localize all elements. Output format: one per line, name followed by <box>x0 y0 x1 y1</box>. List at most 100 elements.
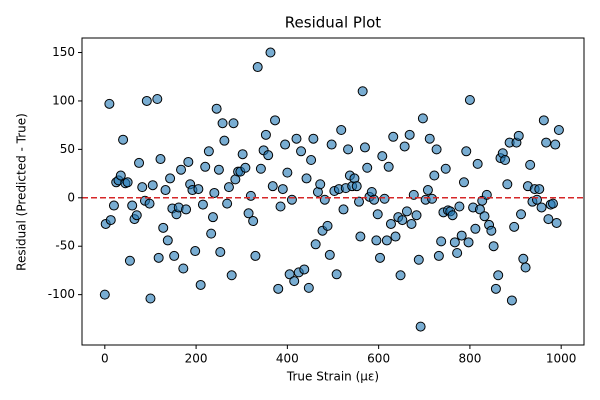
x-tick-label: 600 <box>367 352 390 366</box>
point <box>424 133 435 144</box>
point <box>534 184 545 195</box>
y-tick-label: -100 <box>48 287 75 301</box>
x-tick-label: 800 <box>458 352 481 366</box>
point <box>240 162 251 173</box>
point <box>375 252 386 263</box>
point <box>319 194 330 205</box>
point <box>270 115 281 126</box>
point <box>211 103 222 114</box>
point <box>447 210 458 221</box>
point <box>379 193 390 204</box>
point <box>280 139 291 150</box>
x-tick-label: 1000 <box>546 352 577 366</box>
point <box>141 95 152 106</box>
point <box>122 177 133 188</box>
y-tick-label: 0 <box>67 190 75 204</box>
point <box>203 146 214 157</box>
point <box>176 164 187 175</box>
point <box>165 173 176 184</box>
point <box>399 141 410 152</box>
point <box>543 214 554 225</box>
point <box>115 170 126 181</box>
point <box>147 180 158 191</box>
point <box>308 133 319 144</box>
point <box>472 158 483 169</box>
point <box>513 130 524 141</box>
point <box>490 283 501 294</box>
point <box>520 262 531 273</box>
point <box>228 118 239 129</box>
point <box>127 200 138 211</box>
point <box>381 235 392 246</box>
point <box>206 228 217 239</box>
point <box>463 237 474 248</box>
point <box>343 144 354 155</box>
point <box>427 193 438 204</box>
point <box>371 235 382 246</box>
point <box>303 282 314 293</box>
point <box>369 194 380 205</box>
point <box>306 155 317 166</box>
point <box>250 250 261 261</box>
point <box>223 182 234 193</box>
point <box>436 236 447 247</box>
point <box>105 215 116 226</box>
point <box>385 218 396 229</box>
point <box>541 137 552 148</box>
point <box>326 139 337 150</box>
point <box>538 115 549 126</box>
point <box>355 231 366 242</box>
point <box>282 167 293 178</box>
point <box>456 230 467 241</box>
point <box>193 184 204 195</box>
point <box>404 129 415 140</box>
point <box>377 151 388 162</box>
point <box>252 62 263 73</box>
plot-frame <box>81 37 585 346</box>
point <box>248 216 259 227</box>
point <box>207 212 218 223</box>
point <box>322 220 333 231</box>
x-tick-label: 200 <box>185 352 208 366</box>
point <box>243 208 254 219</box>
point <box>137 182 148 193</box>
point <box>299 264 310 275</box>
point <box>362 162 373 173</box>
point <box>267 181 278 192</box>
point <box>215 247 226 258</box>
point <box>551 217 562 228</box>
point <box>433 250 444 261</box>
point <box>291 133 302 144</box>
point <box>449 237 460 248</box>
point <box>417 113 428 124</box>
point <box>284 269 295 280</box>
point <box>260 129 271 140</box>
point <box>516 209 527 220</box>
point <box>525 159 536 170</box>
point <box>415 321 426 332</box>
x-tick-label: 400 <box>276 352 299 366</box>
point <box>197 199 208 210</box>
point <box>486 225 497 236</box>
point <box>277 184 288 195</box>
point <box>169 250 180 261</box>
point <box>383 161 394 172</box>
point <box>219 135 230 146</box>
point <box>331 269 342 280</box>
point <box>536 202 547 213</box>
point <box>226 270 237 281</box>
point <box>145 293 156 304</box>
point <box>470 223 481 234</box>
point <box>488 241 499 252</box>
point <box>359 142 370 153</box>
point <box>152 94 163 105</box>
point <box>464 94 475 105</box>
point <box>124 255 135 266</box>
point <box>357 86 368 97</box>
point <box>222 198 233 209</box>
point <box>500 155 511 166</box>
point <box>461 146 472 157</box>
point <box>131 210 142 221</box>
